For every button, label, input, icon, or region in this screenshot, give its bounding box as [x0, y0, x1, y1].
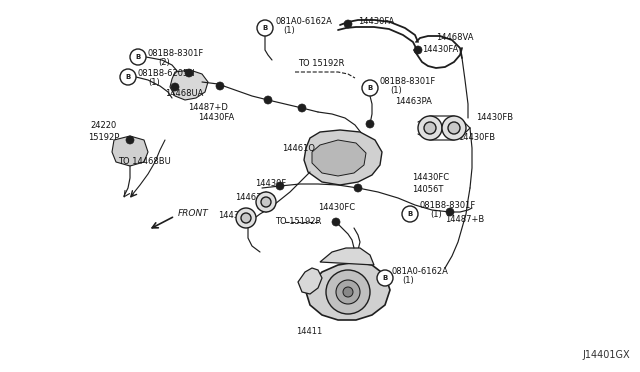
Text: 14056T: 14056T	[412, 186, 444, 195]
Text: 14463PB: 14463PB	[235, 193, 273, 202]
Circle shape	[264, 96, 272, 104]
Polygon shape	[320, 248, 374, 265]
Text: 081B8-8301F: 081B8-8301F	[420, 202, 476, 211]
Circle shape	[236, 208, 256, 228]
Circle shape	[448, 122, 460, 134]
Polygon shape	[298, 268, 322, 294]
Text: 14430FA: 14430FA	[358, 17, 394, 26]
Circle shape	[185, 69, 193, 77]
Text: TO 15192R: TO 15192R	[275, 218, 321, 227]
Text: (2): (2)	[158, 58, 170, 67]
Circle shape	[442, 116, 466, 140]
Circle shape	[362, 80, 378, 96]
Circle shape	[344, 20, 352, 28]
Text: 14430FB: 14430FB	[458, 134, 495, 142]
Text: (1): (1)	[283, 26, 295, 35]
Text: 14463PA: 14463PA	[395, 97, 432, 106]
Text: 14468VA: 14468VA	[436, 33, 474, 42]
Text: 081A0-6162A: 081A0-6162A	[275, 17, 332, 26]
Circle shape	[332, 218, 340, 226]
Circle shape	[424, 122, 436, 134]
Circle shape	[354, 184, 362, 192]
Text: 14487+B: 14487+B	[445, 215, 484, 224]
Circle shape	[120, 69, 136, 85]
Text: TO 15192R: TO 15192R	[298, 60, 344, 68]
Text: B: B	[125, 74, 131, 80]
Text: 14430FA: 14430FA	[198, 113, 234, 122]
Text: FRONT: FRONT	[178, 209, 209, 218]
Text: TO 14468BU: TO 14468BU	[118, 157, 171, 167]
Text: J14401GX: J14401GX	[582, 350, 630, 360]
Circle shape	[402, 206, 418, 222]
Text: B: B	[408, 211, 413, 217]
Text: 14430FC: 14430FC	[318, 203, 355, 212]
Circle shape	[216, 82, 224, 90]
Text: 14411: 14411	[296, 327, 323, 337]
Text: (1): (1)	[390, 87, 402, 96]
Text: (1): (1)	[402, 276, 413, 285]
Text: (1): (1)	[148, 78, 160, 87]
Polygon shape	[312, 140, 366, 176]
Text: B: B	[367, 85, 372, 91]
Circle shape	[414, 46, 422, 54]
Text: 14468UA: 14468UA	[165, 89, 204, 97]
Text: 081B8-8301F: 081B8-8301F	[380, 77, 436, 87]
Circle shape	[261, 197, 271, 207]
Text: B: B	[262, 25, 268, 31]
Circle shape	[241, 213, 251, 223]
Text: 14430FC: 14430FC	[412, 173, 449, 183]
Text: 14430FB: 14430FB	[476, 113, 513, 122]
Polygon shape	[306, 262, 390, 320]
Polygon shape	[112, 136, 148, 166]
Text: 14430F: 14430F	[218, 212, 249, 221]
Text: 081A0-6162A: 081A0-6162A	[392, 267, 449, 276]
Circle shape	[418, 116, 442, 140]
Circle shape	[366, 120, 374, 128]
Text: 081B8-8301F: 081B8-8301F	[148, 48, 204, 58]
Circle shape	[256, 192, 276, 212]
Text: 14430F: 14430F	[255, 179, 286, 187]
Circle shape	[343, 287, 353, 297]
Circle shape	[171, 83, 179, 91]
Circle shape	[130, 49, 146, 65]
Text: 24220: 24220	[90, 122, 116, 131]
Text: B: B	[382, 275, 388, 281]
Circle shape	[126, 136, 134, 144]
Circle shape	[326, 270, 370, 314]
Text: 15192P: 15192P	[88, 134, 120, 142]
Circle shape	[276, 182, 284, 190]
Text: (1): (1)	[430, 211, 442, 219]
Polygon shape	[170, 70, 208, 100]
Text: 14430FA: 14430FA	[422, 45, 458, 55]
Text: 14461Q: 14461Q	[282, 144, 315, 153]
Circle shape	[257, 20, 273, 36]
Text: 14487+D: 14487+D	[188, 103, 228, 112]
Circle shape	[336, 280, 360, 304]
Polygon shape	[304, 130, 382, 185]
Text: B: B	[136, 54, 141, 60]
Circle shape	[446, 208, 454, 216]
Text: 081B8-6205N: 081B8-6205N	[138, 70, 196, 78]
Circle shape	[377, 270, 393, 286]
Circle shape	[298, 104, 306, 112]
